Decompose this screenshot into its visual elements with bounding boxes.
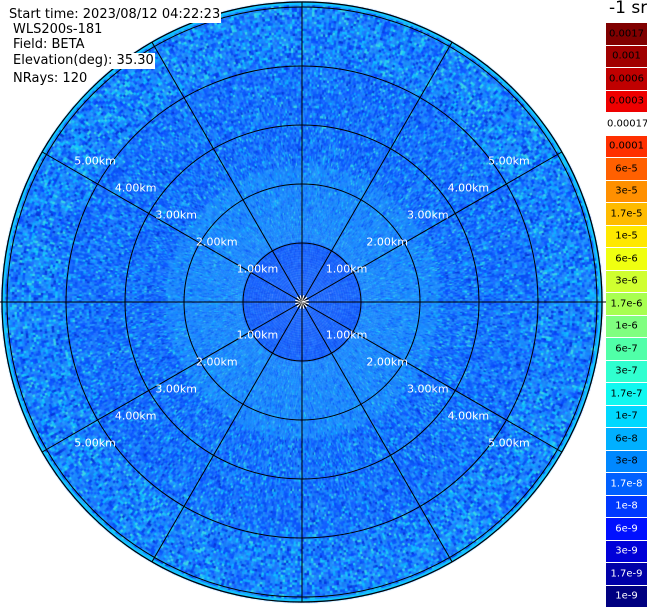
- colorbar-level: 1e-8: [606, 494, 647, 517]
- colorbar-level-label: 6e-5: [614, 163, 639, 175]
- ring-distance-label: 1.00km: [325, 262, 368, 276]
- colorbar-level-label: 0.00017: [607, 118, 647, 130]
- ring-distance-label: 5.00km: [488, 154, 530, 168]
- ring-distance-label: 3.00km: [406, 208, 449, 222]
- colorbar-level-label: 1.7e-6: [609, 298, 644, 310]
- ring-distance-label: 4.00km: [114, 181, 157, 195]
- colorbar-level-label: 3e-7: [614, 365, 639, 377]
- colorbar-level-label: 1.7e-8: [609, 478, 644, 490]
- start-time-label: Start time: 2023/08/12 04:22:23: [9, 7, 222, 23]
- ring-distance-label: 3.00km: [406, 382, 449, 396]
- ring-distance-label: 1.00km: [236, 328, 279, 342]
- ring-distance-label: 2.00km: [196, 355, 238, 369]
- ring-distance-label: 4.00km: [447, 409, 490, 423]
- colorbar-level-label: 1e-5: [614, 230, 639, 242]
- radar-origin-marker: [295, 295, 309, 309]
- colorbar-level: 1e-7: [606, 404, 647, 427]
- colorbar-level-label: 1e-6: [614, 320, 639, 332]
- colorbar-level: 1e-9: [606, 584, 647, 607]
- colorbar-level: 3e-5: [606, 179, 647, 202]
- colorbar-level: 0.00017: [606, 112, 647, 135]
- colorbar-level-label: 6e-9: [614, 523, 639, 535]
- colorbar-level: 3e-6: [606, 269, 647, 292]
- field-label: Field: BETA: [12, 37, 86, 53]
- ring-distance-label: 2.00km: [366, 235, 408, 249]
- ring-distance-label: 4.00km: [114, 409, 157, 423]
- colorbar-level: 0.0001: [606, 134, 647, 157]
- colorbar-level: 3e-7: [606, 359, 647, 382]
- colorbar-level: 1e-6: [606, 314, 647, 337]
- ring-distance-label: 5.00km: [74, 436, 116, 450]
- ring-distance-label: 2.00km: [366, 355, 408, 369]
- colorbar-level-label: 0.0001: [608, 140, 645, 152]
- elevation-label: Elevation(deg): 35.30: [12, 53, 155, 69]
- colorbar-unit-label: -1 sr: [609, 0, 647, 18]
- colorbar-level: 1e-5: [606, 224, 647, 247]
- colorbar-level: 1.7e-5: [606, 202, 647, 225]
- colorbar-level-label: 6e-8: [614, 433, 639, 445]
- colorbar-level-label: 3e-9: [614, 545, 639, 557]
- colorbar-level-label: 0.0006: [608, 73, 645, 85]
- colorbar-level-label: 1.7e-9: [609, 568, 644, 580]
- colorbar-level-label: 0.0017: [608, 28, 645, 40]
- colorbar-level: 1.7e-8: [606, 472, 647, 495]
- colorbar-level-label: 3e-6: [614, 275, 639, 287]
- colorbar-level-label: 1.7e-5: [609, 208, 644, 220]
- ring-distance-label: 3.00km: [155, 382, 198, 396]
- colorbar-level: 3e-9: [606, 539, 647, 562]
- colorbar-level: 0.0003: [606, 89, 647, 112]
- colorbar-level-label: 3e-8: [614, 455, 639, 467]
- colorbar-level: 6e-6: [606, 247, 647, 270]
- colorbar-level: 1.7e-7: [606, 382, 647, 405]
- colorbar-level-label: 6e-7: [614, 343, 639, 355]
- nrays-label: NRays: 120: [12, 71, 89, 87]
- colorbar-level-label: 0.001: [611, 50, 642, 62]
- colorbar-level-label: 1e-7: [614, 410, 639, 422]
- colorbar-level: 0.0017: [606, 22, 647, 45]
- range-ring-overlay: [0, 1, 606, 603]
- colorbar-level: 6e-5: [606, 157, 647, 180]
- colorbar-level-label: 1.7e-7: [609, 388, 644, 400]
- ring-distance-label: 1.00km: [325, 328, 368, 342]
- colorbar-level-label: 1e-8: [614, 500, 639, 512]
- ring-distance-label: 3.00km: [155, 208, 198, 222]
- ring-distance-label: 5.00km: [74, 154, 116, 168]
- colorbar-level-label: 0.0003: [608, 95, 645, 107]
- colorbar-level: 1.7e-9: [606, 562, 647, 585]
- ring-distance-label: 1.00km: [236, 262, 279, 276]
- ring-distance-label: 5.00km: [488, 436, 530, 450]
- colorbar-level-label: 1e-9: [614, 590, 639, 602]
- colorbar-level: 1.7e-6: [606, 292, 647, 315]
- colorbar-level: 3e-8: [606, 449, 647, 472]
- ring-distance-label: 2.00km: [196, 235, 238, 249]
- colorbar-level: 0.0006: [606, 67, 647, 90]
- colorbar-level: 6e-9: [606, 517, 647, 540]
- ring-distance-label: 4.00km: [447, 181, 490, 195]
- colorbar-level: 0.001: [606, 44, 647, 67]
- colorbar-level-label: 6e-6: [614, 253, 639, 265]
- colorbar-level-label: 3e-5: [614, 185, 639, 197]
- colorbar-level: 6e-8: [606, 427, 647, 450]
- colorbar-level: 6e-7: [606, 337, 647, 360]
- instrument-label: WLS200s-181: [12, 22, 104, 38]
- origin-ray: [301, 299, 309, 303]
